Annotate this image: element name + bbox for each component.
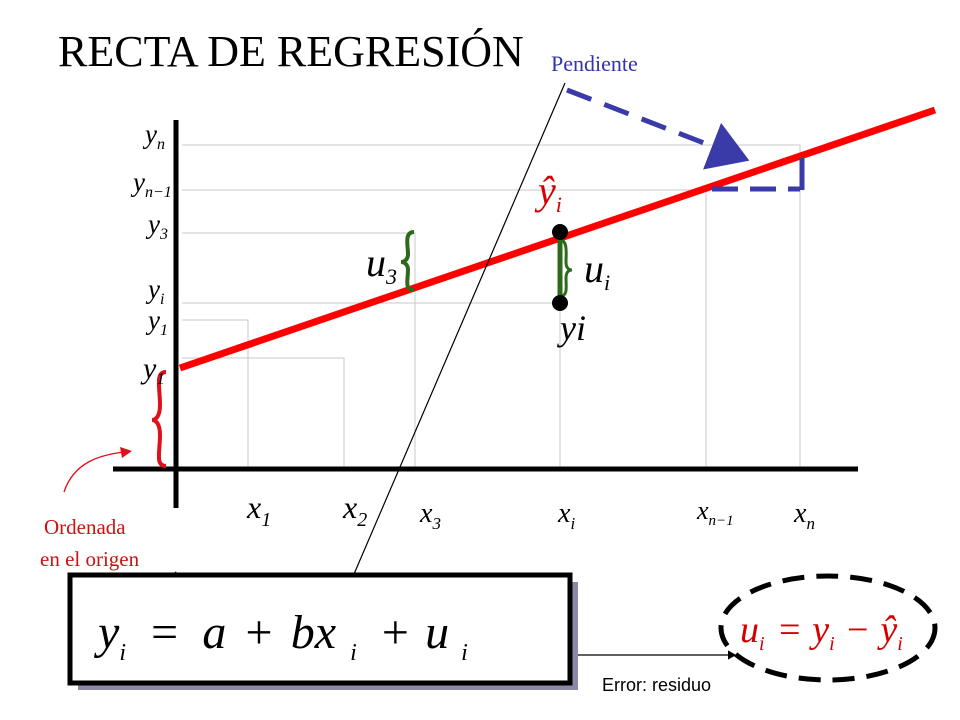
yhat-label: ŷi bbox=[534, 168, 562, 217]
observed-point bbox=[552, 295, 568, 311]
main-equation: yi = a + bx i + u i bbox=[93, 606, 468, 666]
slope-label: Pendiente bbox=[551, 51, 638, 76]
observed-yi-label: yi bbox=[557, 308, 586, 348]
y-tick-label: y1 bbox=[145, 305, 168, 339]
guide-lines bbox=[182, 144, 801, 470]
x-tick-label: x3 bbox=[419, 498, 441, 533]
equation-box-frame bbox=[67, 572, 573, 686]
y-tick-label: yn−1 bbox=[130, 167, 172, 201]
intercept-label-line2: en el origen bbox=[40, 547, 140, 571]
slope-arrow bbox=[566, 87, 750, 170]
residual-u3-brace bbox=[400, 230, 415, 292]
x-tick-label: xn bbox=[793, 498, 815, 533]
x-tick-label: x2 bbox=[342, 489, 367, 531]
ui-label: ui bbox=[584, 246, 610, 295]
residual-equation-ellipse bbox=[718, 573, 938, 683]
intercept-brace bbox=[151, 370, 167, 468]
u3-label: u3 bbox=[366, 240, 397, 289]
x-tick-label: x1 bbox=[246, 489, 271, 531]
slope-connector-line bbox=[343, 82, 566, 597]
y-tick-labels: yn yn−1 y3 yi y1 y1 bbox=[130, 119, 172, 388]
y-tick-label: y3 bbox=[145, 209, 168, 243]
intercept-label-line1: Ordenada bbox=[44, 515, 126, 539]
fitted-point bbox=[552, 224, 568, 240]
intercept-pointer-head bbox=[120, 447, 132, 458]
residual-equation: ui = yi − ŷi bbox=[740, 609, 903, 655]
x-tick-label: xn−1 bbox=[696, 496, 734, 529]
intercept-pointer bbox=[63, 451, 125, 493]
equation-box: yi = a + bx i + u i bbox=[67, 572, 578, 690]
diagram-title: RECTA DE REGRESIÓN bbox=[58, 27, 524, 76]
y-tick-label: yi bbox=[145, 274, 164, 308]
residual-ui-brace bbox=[559, 238, 573, 298]
y-tick-label: y1 bbox=[140, 352, 165, 388]
x-tick-label: xi bbox=[557, 498, 575, 533]
y-tick-label: yn bbox=[142, 119, 165, 153]
x-tick-labels: x1 x2 x3 xi xn−1 xn bbox=[246, 489, 815, 533]
error-label: Error: residuo bbox=[602, 675, 711, 695]
